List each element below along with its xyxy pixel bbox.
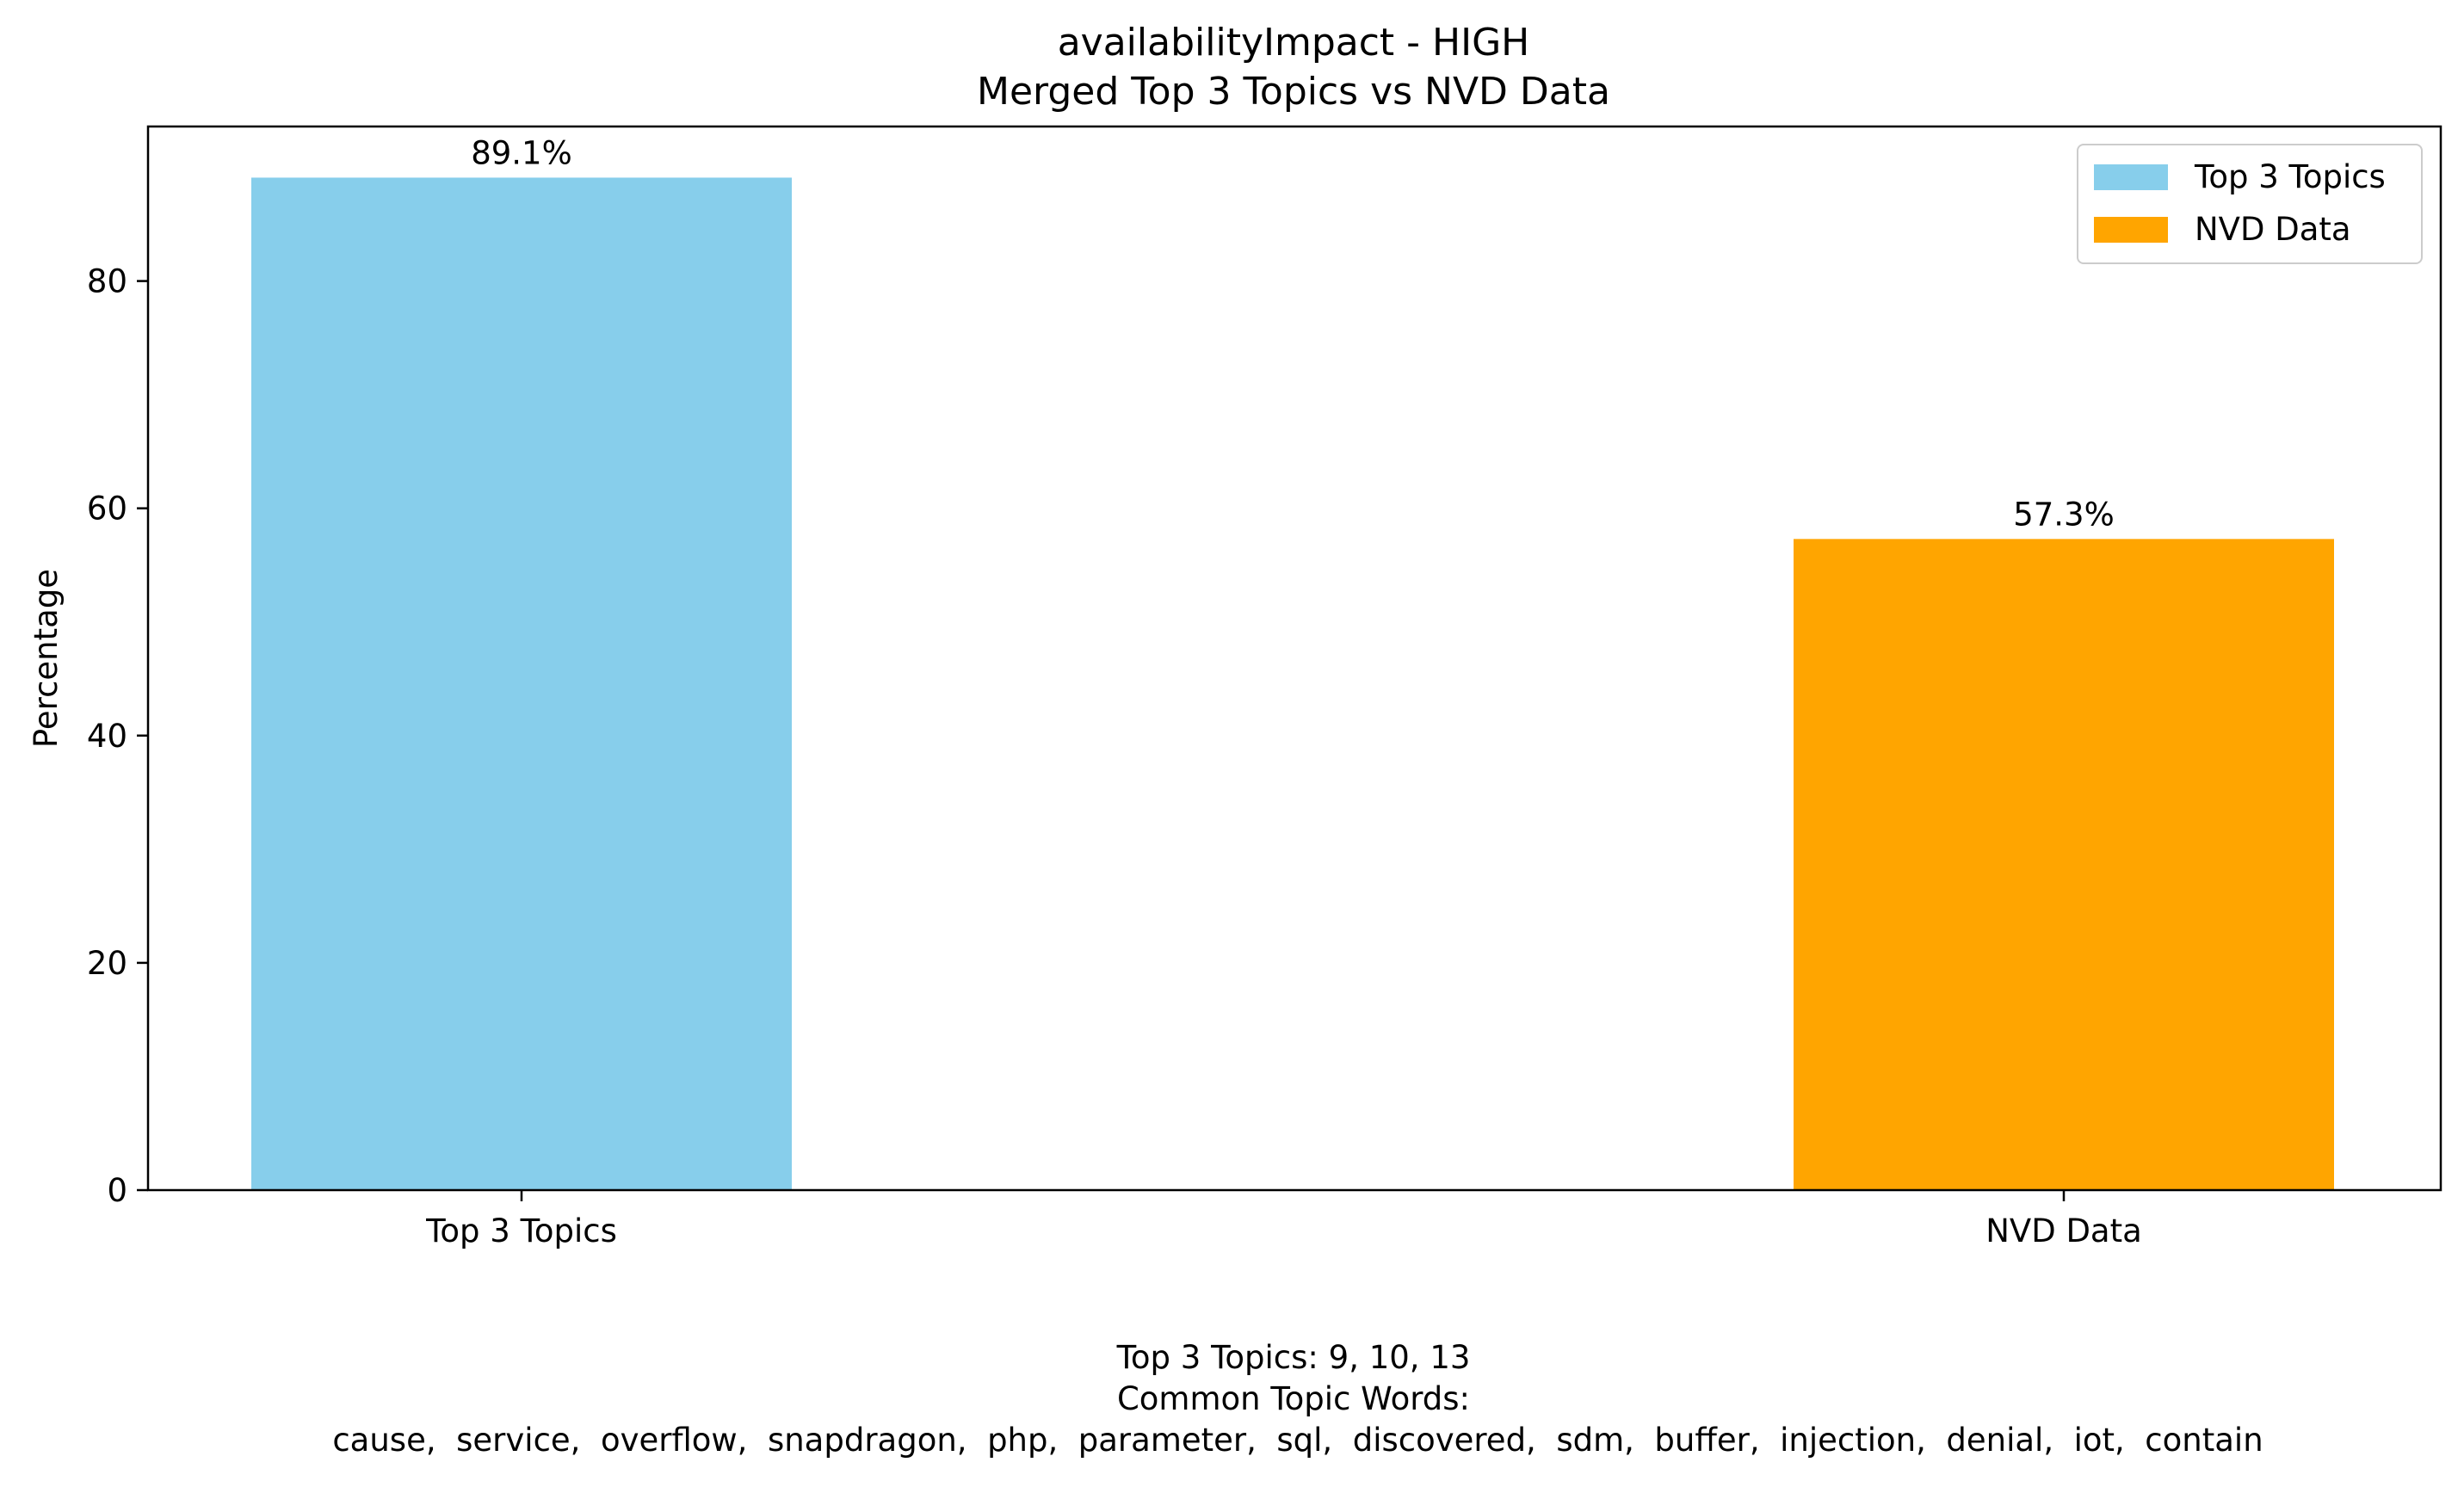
legend-swatch-top3 bbox=[2094, 164, 2168, 190]
x-axis-ticks: Top 3 Topics NVD Data bbox=[425, 1190, 2142, 1249]
y-axis-label: Percentage bbox=[28, 569, 65, 748]
plot-frame bbox=[146, 125, 2442, 1192]
y-tick-label-80: 80 bbox=[87, 263, 127, 300]
chart-title: availabilityImpact - HIGH bbox=[1058, 21, 1530, 65]
bar-value-label-top-3-topics: 89.1% bbox=[471, 134, 572, 171]
bar-top-3-topics bbox=[251, 177, 792, 1190]
common-words-list: cause, service, overflow, snapdragon, ph… bbox=[332, 1422, 2263, 1459]
y-tick-label-20: 20 bbox=[87, 945, 127, 982]
chart-subtitle: Merged Top 3 Topics vs NVD Data bbox=[977, 70, 1610, 114]
bar-value-label-nvd-data: 57.3% bbox=[2013, 496, 2115, 533]
bar-value-labels: 89.1% 57.3% bbox=[471, 134, 2115, 533]
x-tick-label-top-3-topics: Top 3 Topics bbox=[425, 1212, 617, 1249]
bar-nvd-data bbox=[1794, 539, 2334, 1190]
topics-annotation: Top 3 Topics: 9, 10, 13 bbox=[1116, 1339, 1471, 1376]
legend-swatch-nvd bbox=[2094, 217, 2168, 243]
common-words-heading: Common Topic Words: bbox=[1117, 1380, 1470, 1417]
x-tick-label-nvd-data: NVD Data bbox=[1985, 1212, 2142, 1249]
legend: Top 3 Topics NVD Data bbox=[2077, 144, 2423, 264]
bars-group bbox=[251, 177, 2334, 1190]
legend-label-top3: Top 3 Topics bbox=[2194, 158, 2386, 195]
y-tick-label-40: 40 bbox=[87, 718, 127, 755]
legend-label-nvd: NVD Data bbox=[2195, 211, 2351, 248]
y-tick-label-60: 60 bbox=[87, 491, 127, 528]
y-axis-ticks: 0 20 40 60 80 bbox=[87, 263, 148, 1209]
y-tick-label-0: 0 bbox=[107, 1172, 127, 1209]
